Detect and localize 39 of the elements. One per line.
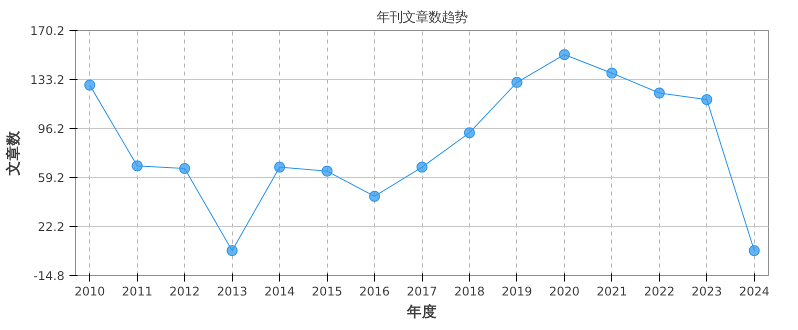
y-tick-label: 96.2 — [38, 122, 64, 136]
point — [511, 76, 522, 88]
y-tick-label: -14.8 — [33, 269, 65, 283]
y-tick-label: 170.2 — [30, 24, 65, 38]
x-axis-title: 年度 — [406, 302, 437, 320]
x-tick-label: 2011 — [122, 284, 152, 298]
x-tick-label: 2012 — [169, 284, 200, 298]
x-tick-label: 2013 — [216, 284, 248, 298]
point — [748, 245, 760, 256]
chart-title: 年刊文章数趋势 — [376, 10, 468, 26]
point — [322, 166, 333, 177]
point — [132, 160, 143, 172]
x-tick-label: 2023 — [692, 284, 722, 298]
x-tick-label: 2021 — [596, 284, 628, 298]
x-tick-label: 2019 — [502, 284, 532, 298]
x-tick-label: 2010 — [74, 284, 106, 298]
point — [464, 127, 475, 138]
y-tick-label: 133.2 — [30, 73, 65, 87]
x-tick-label: 2014 — [264, 284, 295, 298]
point — [416, 162, 428, 173]
y-tick-label: 22.2 — [38, 220, 64, 234]
point — [654, 88, 665, 98]
y-tick-label: 59.2 — [38, 171, 64, 185]
point — [84, 80, 96, 91]
y-axis-title: 文章数 — [4, 130, 22, 176]
x-tick-label: 2020 — [549, 284, 580, 298]
x-tick-label: 2022 — [644, 284, 675, 298]
point — [369, 190, 380, 202]
x-tick-label: 2017 — [406, 284, 438, 298]
point — [226, 245, 238, 256]
x-tick-label: 2018 — [454, 284, 485, 298]
point — [558, 49, 570, 60]
point — [179, 163, 190, 174]
point — [606, 68, 618, 79]
point — [701, 94, 712, 106]
point — [274, 162, 286, 173]
x-tick-label: 2015 — [312, 284, 342, 298]
x-tick-label: 2024 — [738, 284, 770, 298]
x-tick-label: 2016 — [359, 284, 390, 298]
